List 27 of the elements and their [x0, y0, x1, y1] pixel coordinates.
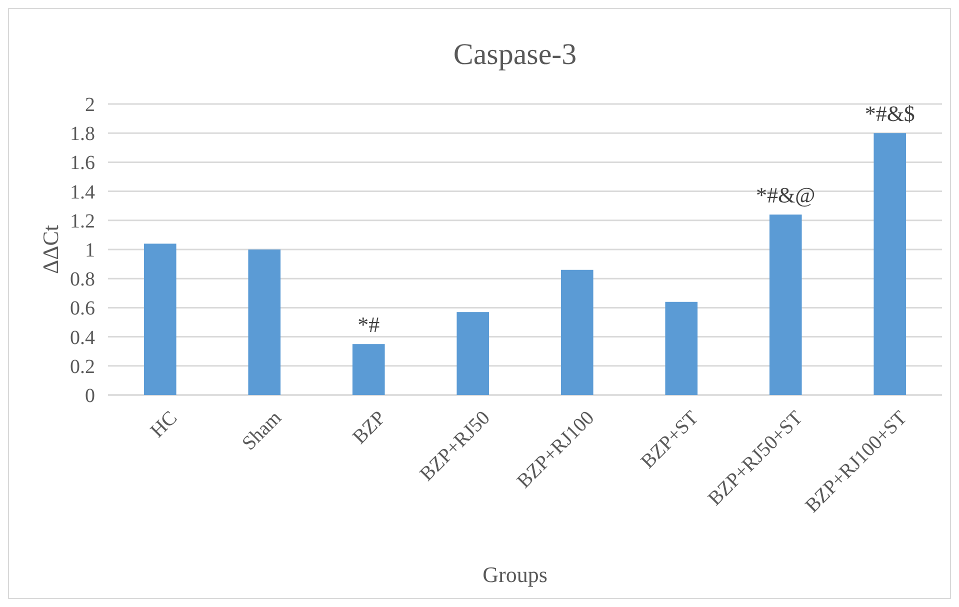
y-tick-label: 1.4: [70, 181, 95, 204]
y-axis-title: ΔΔCt: [38, 224, 63, 274]
bar: [769, 214, 802, 395]
bar: [456, 312, 490, 395]
bar: [560, 270, 594, 395]
x-tick-label: BZP: [348, 406, 390, 448]
y-tick-label: 0: [85, 385, 95, 407]
annotation: *#&$: [864, 101, 915, 126]
x-tick-label: HC: [146, 406, 182, 442]
bar: [248, 250, 281, 395]
bar: [144, 244, 176, 395]
annotation: *#&@: [756, 182, 816, 208]
y-tick-label: 0.8: [70, 268, 95, 291]
x-axis-title: Groups: [482, 562, 548, 587]
annotation: *#: [358, 312, 380, 338]
y-tick-label: 1.2: [70, 210, 95, 232]
bar: [665, 302, 698, 395]
bar: [352, 344, 385, 395]
y-tick-label: 1.6: [70, 152, 95, 174]
y-tick-label: 0.2: [70, 356, 95, 378]
y-tick-label: 2: [85, 94, 95, 116]
y-tick-label: 1: [85, 240, 95, 262]
y-tick-label: 0.6: [70, 298, 95, 320]
chart-title: Caspase-3: [453, 38, 577, 71]
y-tick-label: 0.4: [70, 326, 95, 349]
y-tick-label: 1.8: [70, 123, 95, 146]
bar: [874, 133, 906, 395]
